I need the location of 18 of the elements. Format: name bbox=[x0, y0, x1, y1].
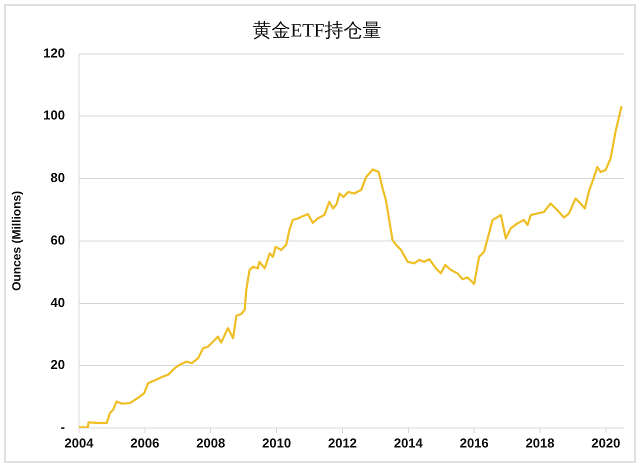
x-tick-label: 2006 bbox=[130, 435, 160, 450]
y-tick-label: 120 bbox=[43, 45, 65, 60]
x-tick-label: 2012 bbox=[328, 435, 357, 450]
x-tick-label: 2010 bbox=[262, 435, 292, 450]
y-axis-title: Ounces (Millions) bbox=[10, 190, 24, 291]
y-tick-label: 20 bbox=[50, 357, 65, 372]
chart-title: 黄金ETF持仓量 bbox=[252, 20, 382, 42]
x-tick-label: 2004 bbox=[64, 435, 94, 450]
y-tick-label: 100 bbox=[43, 108, 65, 123]
y-tick-label: 80 bbox=[50, 170, 65, 186]
x-tick-label: 2016 bbox=[460, 435, 489, 450]
x-tick-label: 2018 bbox=[526, 435, 554, 450]
y-tick-label: 40 bbox=[50, 294, 65, 310]
x-tick-label: 2008 bbox=[196, 435, 226, 450]
y-tick-label: 60 bbox=[50, 232, 65, 248]
y-tick-label: - bbox=[60, 420, 65, 435]
x-tick-label: 2020 bbox=[591, 435, 620, 450]
x-tick-label: 2014 bbox=[394, 435, 424, 450]
